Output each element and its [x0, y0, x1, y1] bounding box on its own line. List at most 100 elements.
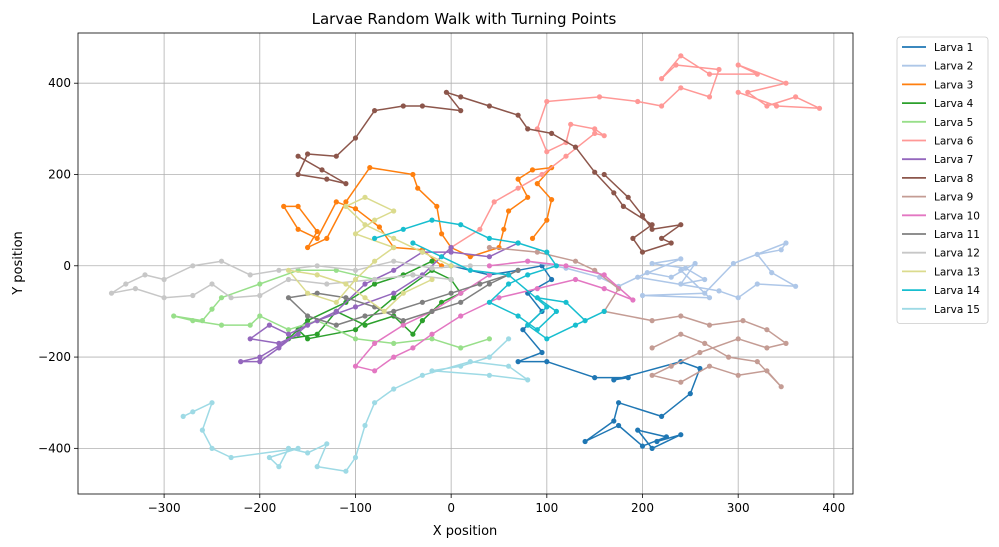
turning-point: [372, 235, 378, 241]
turning-point: [266, 454, 272, 461]
turning-point: [429, 258, 435, 264]
turning-point: [108, 290, 115, 296]
turning-point: [247, 322, 253, 328]
turning-point: [529, 235, 536, 241]
turning-point: [391, 267, 397, 273]
turning-point: [295, 226, 301, 232]
turning-point: [572, 276, 579, 283]
turning-point: [678, 222, 684, 228]
turning-point: [625, 194, 631, 200]
series-15: [180, 336, 531, 474]
turning-point: [209, 306, 215, 312]
turning-point: [592, 169, 598, 175]
turning-point: [702, 290, 708, 296]
turning-point: [458, 363, 464, 369]
turning-point: [391, 340, 397, 346]
turning-point: [506, 281, 512, 287]
turning-point: [190, 263, 196, 269]
turning-point: [668, 363, 674, 369]
turning-point: [314, 290, 320, 296]
turning-point: [343, 295, 349, 301]
turning-point: [199, 427, 205, 433]
x-tick-label: 300: [727, 501, 750, 515]
turning-point: [467, 359, 473, 365]
legend-entry: Larva 14: [934, 285, 980, 297]
turning-point: [529, 167, 536, 173]
turning-point: [314, 235, 320, 241]
turning-point: [343, 203, 349, 209]
turning-point: [362, 295, 368, 301]
legend-entry: Larva 15: [934, 304, 980, 316]
turning-point: [333, 308, 339, 314]
turning-point: [285, 276, 292, 283]
series-line: [282, 166, 553, 267]
turning-point: [534, 249, 540, 255]
turning-point: [142, 272, 148, 278]
turning-point: [419, 372, 425, 378]
turning-point: [486, 299, 492, 305]
turning-point: [276, 340, 282, 346]
turning-point: [429, 336, 435, 342]
turning-point: [611, 190, 617, 196]
turning-point: [352, 327, 359, 333]
series-line: [354, 260, 634, 372]
turning-point: [793, 283, 799, 289]
turning-point: [783, 340, 789, 346]
turning-point: [486, 263, 492, 269]
x-tick-label: 200: [631, 501, 654, 515]
turning-point: [816, 105, 823, 111]
turning-point: [467, 263, 473, 269]
turning-point: [515, 112, 521, 118]
turning-point: [362, 222, 368, 228]
series-6: [448, 53, 823, 251]
turning-point: [745, 89, 751, 95]
turning-point: [257, 281, 263, 287]
turning-point: [247, 272, 253, 278]
turning-point: [563, 153, 569, 159]
turning-point: [276, 464, 282, 470]
turning-point: [486, 372, 492, 378]
turning-point: [305, 322, 311, 328]
turning-point: [764, 103, 770, 109]
legend-entry: Larva 2: [934, 61, 973, 73]
turning-point: [190, 409, 196, 415]
series-line: [239, 242, 519, 363]
turning-point: [568, 121, 574, 127]
turning-point: [209, 281, 215, 287]
turning-point: [616, 400, 622, 406]
y-tick-label: −200: [38, 350, 71, 364]
turning-point: [611, 377, 617, 383]
turning-point: [678, 85, 684, 91]
turning-point: [391, 208, 397, 214]
series-9: [486, 244, 789, 390]
turning-point: [678, 53, 684, 59]
turning-point: [486, 336, 492, 342]
turning-point: [549, 276, 555, 283]
turning-point: [764, 327, 770, 333]
turning-point: [333, 299, 339, 305]
turning-point: [228, 295, 234, 301]
turning-point: [305, 336, 311, 342]
turning-point: [410, 331, 416, 337]
turning-point: [649, 445, 655, 451]
turning-point: [218, 295, 225, 301]
turning-point: [726, 354, 732, 360]
turning-point: [539, 349, 545, 356]
turning-point: [295, 153, 301, 159]
turning-point: [419, 318, 425, 324]
turning-point: [439, 231, 445, 237]
turning-point: [400, 322, 406, 328]
x-axis-label: X position: [433, 524, 498, 539]
turning-point: [218, 322, 225, 328]
turning-point: [764, 368, 770, 374]
turning-point: [678, 331, 684, 337]
turning-point: [372, 400, 378, 406]
series-14: [372, 217, 607, 342]
turning-point: [544, 98, 550, 105]
turning-point: [391, 308, 397, 314]
turning-point: [506, 208, 512, 214]
turning-point: [486, 244, 492, 251]
turning-point: [324, 176, 330, 182]
turning-point: [314, 263, 320, 269]
turning-point: [429, 368, 435, 374]
